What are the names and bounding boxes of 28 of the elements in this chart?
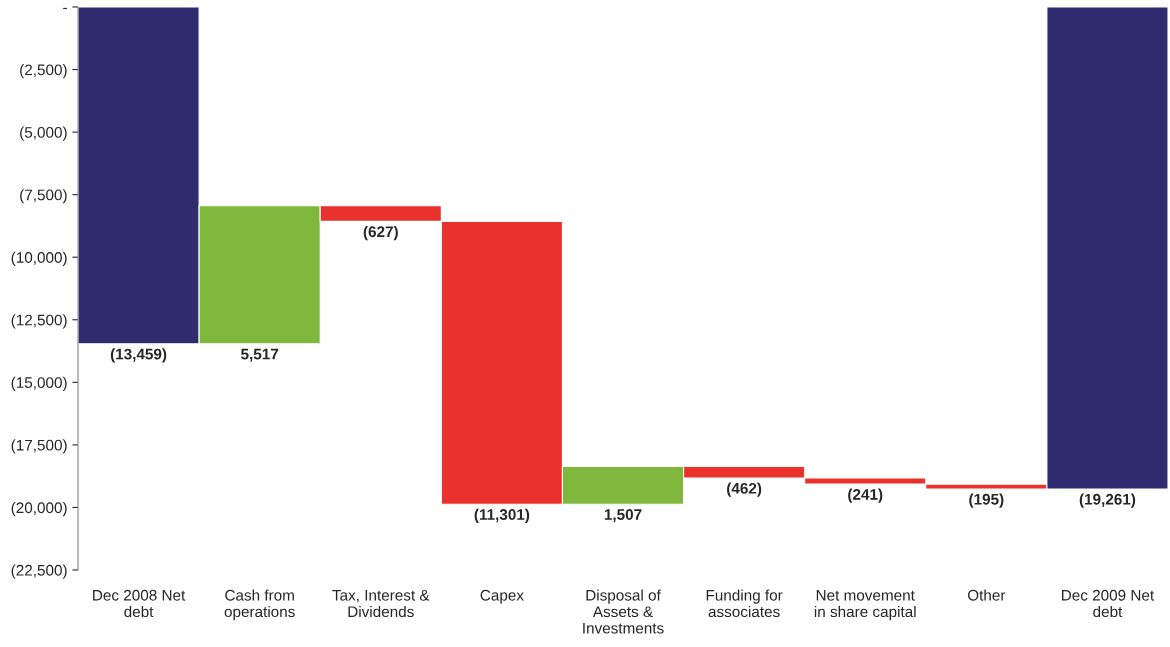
data-label: (195) [969,493,1004,508]
x-tick-label: Capex [480,589,524,604]
y-tick-label: - [63,7,67,10]
x-tick-label: Other [967,589,1006,601]
y-tick-label: (17,500) [11,439,67,454]
data-label: (241) [848,488,883,503]
y-tick-label: (10,000) [11,251,67,266]
y-tick-label: (2,500) [20,64,67,79]
data-label: (11,301) [474,508,530,523]
x-tick-label: Dec 2008 Net debt [93,589,186,618]
x-tick-label: Tax, Interest & Dividends [332,589,430,618]
data-label: 1,507 [604,509,642,523]
x-tick-label: Dec 2009 Net debt [1061,589,1155,618]
y-tick-label: (7,500) [20,189,67,204]
x-tick-label: Net movement in share capital [814,590,916,621]
y-tick-label: (5,000) [20,126,67,141]
y-tick-label: (20,000) [11,501,67,517]
x-tick-label: Funding for associates [706,589,783,618]
y-tick-label: (12,500) [11,314,67,329]
data-label: (627) [363,225,398,241]
data-label: 5,517 [241,348,279,362]
data-label: (13,459) [110,348,167,363]
data-label: (462) [727,482,762,497]
data-label: (19,261) [1079,493,1136,508]
y-tick-label: (15,000) [11,376,67,392]
x-tick-label: Disposal of Assets & Investments [583,589,664,634]
y-tick-label: (22,500) [11,564,67,579]
x-tick-label: Cash from operations [224,589,295,621]
